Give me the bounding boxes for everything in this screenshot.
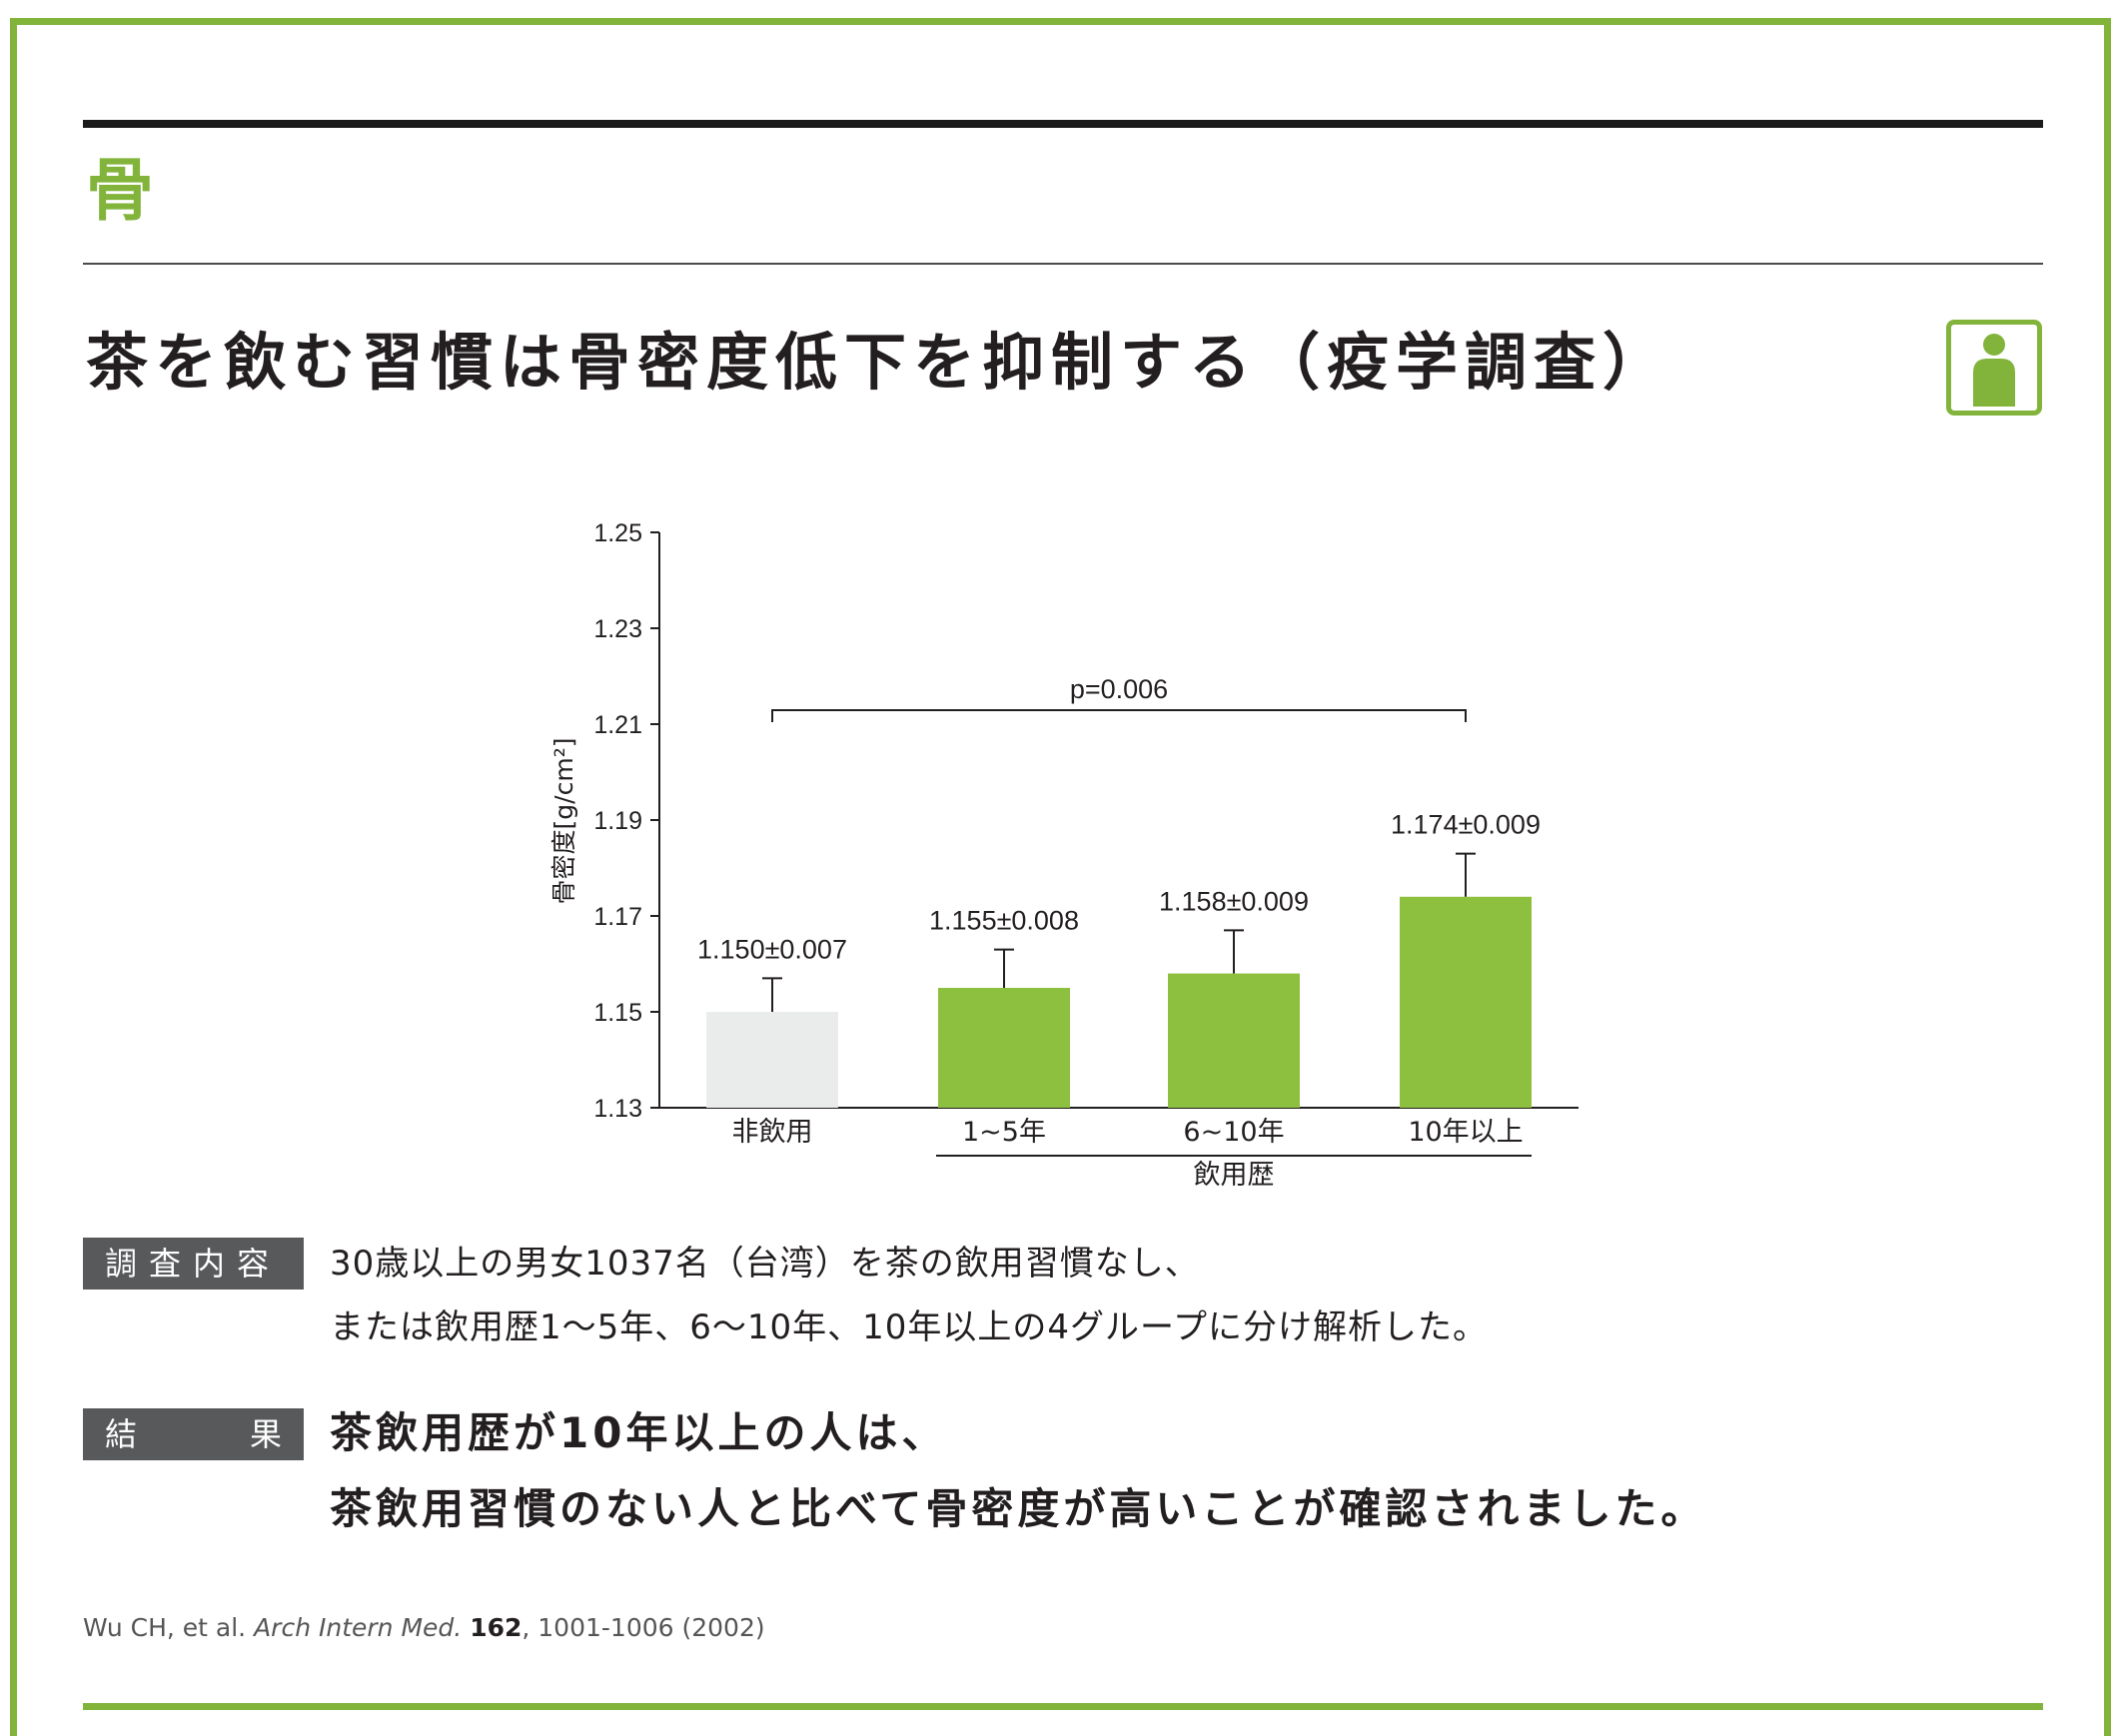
y-axis-label: 骨密度[g/cm²] (549, 738, 578, 905)
person-icon-badge (1946, 320, 2042, 416)
y-tick-label: 1.19 (593, 807, 642, 835)
result-line: 茶飲用習慣のない人と比べて骨密度が高いことが確認されました。 (330, 1484, 1707, 1533)
data-label: 1.155±0.008 (929, 906, 1079, 936)
y-tick-label: 1.23 (593, 615, 642, 643)
bar (706, 1012, 838, 1108)
survey-tag-char: 調 (105, 1245, 150, 1283)
result-tag: 結果 (83, 1408, 304, 1460)
x-tick-label: 1~5年 (962, 1117, 1046, 1148)
section-label: 骨 (86, 152, 155, 231)
y-tick-label: 1.21 (593, 711, 642, 739)
citation-volume: 162 (470, 1613, 523, 1642)
y-tick-label: 1.13 (593, 1095, 642, 1123)
result-line: 茶飲用歴が10年以上の人は、 (330, 1408, 948, 1457)
top-rule (83, 120, 2043, 128)
group-label: 飲用歴 (1194, 1160, 1275, 1191)
significance-label: p=0.006 (1070, 674, 1168, 704)
person-icon (1973, 334, 2015, 407)
significance-bracket (771, 709, 1467, 722)
survey-tag-char: 内 (193, 1245, 238, 1283)
page-title: 茶を飲む習慣は骨密度低下を抑制する（疫学調査） (86, 326, 1672, 399)
survey-tag: 調査内容 (83, 1238, 304, 1290)
x-tick-label: 非飲用 (732, 1117, 813, 1148)
citation-journal: Arch Intern Med. (254, 1613, 463, 1642)
x-tick-label: 6~10年 (1183, 1117, 1284, 1148)
page-frame (10, 18, 2111, 1736)
bottom-rule (83, 1703, 2043, 1710)
data-label: 1.150±0.007 (697, 934, 847, 964)
x-tick-label: 10年以上 (1408, 1117, 1523, 1148)
y-tick-label: 1.17 (593, 903, 642, 931)
data-label: 1.174±0.009 (1391, 810, 1541, 840)
data-label: 1.158±0.009 (1159, 886, 1309, 916)
citation-pages: , 1001-1006 (2002) (522, 1613, 765, 1642)
y-tick-label: 1.25 (593, 519, 642, 547)
citation: Wu CH, et al. Arch Intern Med. 162, 1001… (83, 1613, 765, 1642)
citation-authors: Wu CH, et al. (83, 1613, 247, 1642)
y-tick-label: 1.15 (593, 999, 642, 1027)
result-tag-char: 結 (105, 1415, 138, 1453)
bar (1168, 973, 1300, 1108)
result-tag-char: 果 (249, 1415, 282, 1453)
survey-line: または飲用歴1～5年、6～10年、10年以上の4グループに分け解析した。 (330, 1307, 1489, 1347)
bar (1400, 896, 1532, 1108)
survey-tag-char: 容 (237, 1245, 282, 1283)
bar (938, 988, 1070, 1108)
survey-line: 30歳以上の男女1037名（台湾）を茶の飲用習慣なし、 (330, 1244, 1200, 1284)
section-divider (83, 263, 2043, 265)
survey-tag-char: 査 (149, 1245, 194, 1283)
